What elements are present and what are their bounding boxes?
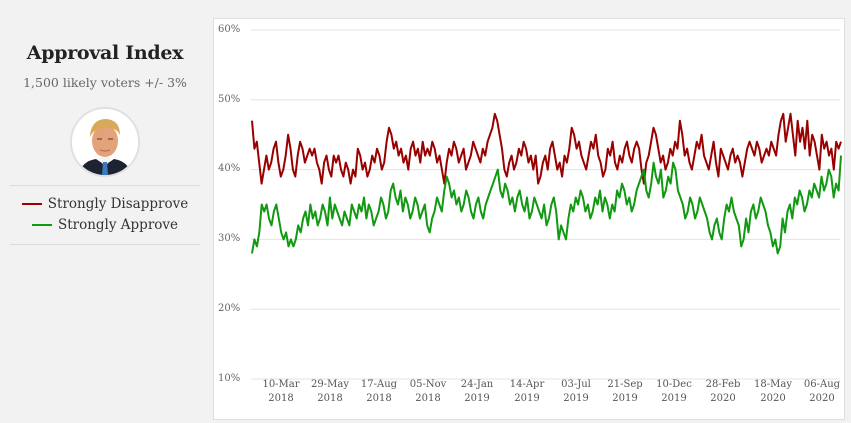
x-tick-label: 18-May 2020 bbox=[754, 379, 792, 404]
x-tick-label: 06-Aug 2020 bbox=[803, 379, 841, 404]
disapprove-swatch-icon bbox=[21, 202, 42, 205]
y-tick-label: 60% bbox=[218, 24, 241, 35]
strongly-approve-line bbox=[251, 155, 842, 255]
x-tick-label: 05-Nov 2018 bbox=[409, 379, 447, 404]
strongly-disapprove-line bbox=[251, 112, 842, 185]
subtitle: 1,500 likely voters +/- 3% bbox=[23, 75, 187, 90]
legend-item-strongly-approve: Strongly Approve bbox=[0, 217, 210, 233]
y-tick-label: 30% bbox=[218, 233, 241, 244]
x-tick-label: 21-Sep 2019 bbox=[607, 379, 643, 404]
x-tick-label: 29-May 2018 bbox=[311, 379, 349, 404]
approve-swatch-icon bbox=[31, 223, 52, 226]
x-tick-label: 28-Feb 2020 bbox=[705, 379, 741, 404]
page-title: Approval Index bbox=[26, 42, 184, 64]
legend-label: Strongly Disapprove bbox=[47, 196, 189, 212]
y-tick-label: 40% bbox=[218, 163, 241, 174]
avatar bbox=[70, 107, 140, 177]
sidebar: Approval Index 1,500 likely voters +/- 3… bbox=[0, 0, 210, 423]
divider bbox=[10, 185, 200, 186]
gridlines bbox=[251, 29, 840, 380]
x-tick-label: 10-Dec 2019 bbox=[656, 379, 692, 404]
x-tick-label: 24-Jan 2019 bbox=[460, 379, 494, 404]
y-tick-label: 20% bbox=[218, 303, 241, 314]
legend-label: Strongly Approve bbox=[57, 217, 179, 233]
divider bbox=[10, 244, 200, 245]
x-tick-label: 03-Jul 2019 bbox=[561, 379, 591, 404]
x-tick-label: 17-Aug 2018 bbox=[360, 379, 398, 404]
y-tick-label: 10% bbox=[218, 373, 241, 384]
legend-item-strongly-disapprove: Strongly Disapprove bbox=[0, 196, 210, 212]
portrait-icon bbox=[72, 109, 138, 175]
x-tick-label: 10-Mar 2018 bbox=[262, 379, 300, 404]
x-tick-label: 14-Apr 2019 bbox=[509, 379, 545, 404]
y-tick-label: 50% bbox=[218, 94, 241, 105]
